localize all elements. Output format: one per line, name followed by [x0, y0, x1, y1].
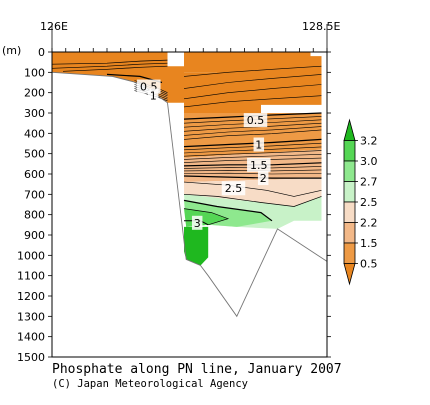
contour-label-bg — [191, 215, 203, 230]
contour-shelf-1 — [51, 59, 168, 65]
y-tick-label: 500 — [24, 148, 45, 161]
contour-label-bg — [257, 171, 269, 186]
contour-2 — [183, 175, 322, 179]
contour-2_7 — [183, 208, 230, 226]
contour-0_5-1-minor — [183, 122, 322, 132]
y-tick-label: 1200 — [17, 290, 45, 303]
contour-label: 2 — [260, 172, 267, 185]
contour-2-2_2 — [183, 181, 322, 197]
x-label-right: 128.5E — [302, 20, 340, 33]
contour-upper-2 — [183, 74, 322, 89]
y-tick-label: 200 — [24, 87, 45, 100]
contour-1_5-2-minor — [183, 172, 322, 175]
contour-1-1_5-minor — [183, 146, 322, 154]
contour-label-bg — [221, 181, 246, 196]
fill-band-deep-3 — [184, 226, 209, 266]
colorbar-label: 3.0 — [360, 155, 378, 168]
bottom-profile-line — [51, 71, 328, 318]
colorbar-segment — [343, 242, 356, 264]
contour-lines-layer — [51, 59, 322, 226]
contour-upper-4 — [183, 95, 322, 108]
contour-upper-1 — [183, 65, 322, 77]
y-tick-label: 1100 — [17, 270, 45, 283]
fill-band-0_5-1 — [184, 113, 322, 158]
bottom-profile-layer — [51, 71, 328, 318]
axes-layer: 0 100 200 300 400 500 600 700 800 900 1000 1100 1200… — [17, 46, 331, 364]
contour-1-1_5-minor — [183, 154, 322, 160]
y-axis-unit: (m) — [2, 44, 21, 57]
contour-labels-layer: 0.510.511.522.53 — [137, 79, 271, 230]
contour-1-1_5-minor — [183, 150, 322, 157]
contour-1 — [183, 138, 322, 148]
colorbar-segment — [343, 181, 356, 203]
phosphate-fill-layer — [52, 52, 322, 266]
y-tick-label: 700 — [24, 188, 45, 201]
colorbar-segment — [343, 118, 356, 141]
y-tick-label: 1000 — [17, 249, 45, 262]
y-tick-label: 100 — [24, 66, 45, 79]
contour-label: 1 — [255, 139, 262, 152]
y-tick-label: 1300 — [17, 310, 45, 323]
colorbar-segment — [343, 222, 356, 244]
contour-label: 1.5 — [250, 159, 268, 172]
contour-2_5 — [183, 199, 273, 222]
contour-upper-3 — [183, 84, 322, 100]
y-tick-label: 400 — [24, 127, 45, 140]
y-tick-label: 600 — [24, 168, 45, 181]
contour-label: 2.5 — [225, 182, 243, 195]
colorbar-label: 0.5 — [360, 258, 378, 271]
y-tick-label: 900 — [24, 229, 45, 242]
plot-frame — [51, 24, 328, 358]
y-tick-label: 1400 — [17, 331, 45, 344]
contour-label-bg — [147, 88, 159, 103]
y-tick-label: 0 — [38, 46, 45, 59]
contour-label: 0.5 — [247, 114, 265, 127]
colorbar-label: 2.7 — [360, 176, 378, 189]
colorbar-label: 2.2 — [360, 217, 378, 230]
chart-title: Phosphate along PN line, January 2007 — [52, 362, 342, 377]
colorbar-label: 3.2 — [360, 135, 378, 148]
colorbar: 3.2 3.0 2.7 2.5 2.2 1.5 0.5 — [343, 118, 378, 286]
chart-credit: (C) Japan Meteorological Agency — [52, 378, 248, 390]
contour-label: 1 — [150, 90, 157, 103]
contour-1-1_5-minor — [183, 142, 322, 151]
contour-shelf-3 — [62, 65, 168, 72]
contour-0_5-1-minor — [183, 129, 322, 140]
colorbar-segment — [343, 263, 356, 286]
colorbar-label: 1.5 — [360, 237, 378, 250]
fill-shelf-low — [52, 52, 217, 103]
x-label-left: 126E — [40, 20, 68, 33]
contour-2_2 — [183, 193, 322, 207]
contour-label-bg — [243, 113, 268, 128]
y-tick-label: 300 — [24, 107, 45, 120]
fill-band-1_5-2_2 — [184, 178, 322, 207]
y-tick-label: 1500 — [17, 351, 45, 364]
colorbar-label: 2.5 — [360, 196, 378, 209]
colorbar-segment — [343, 201, 356, 223]
y-tick-label: 800 — [24, 209, 45, 222]
colorbar-segment — [343, 160, 356, 182]
contour-label-bg — [247, 157, 271, 172]
contour-0_5-1-minor — [183, 126, 322, 136]
contour-label-bg — [253, 137, 265, 152]
contour-shelf-2 — [51, 62, 168, 69]
colorbar-segment — [343, 140, 356, 162]
contour-label: 3 — [194, 217, 201, 230]
